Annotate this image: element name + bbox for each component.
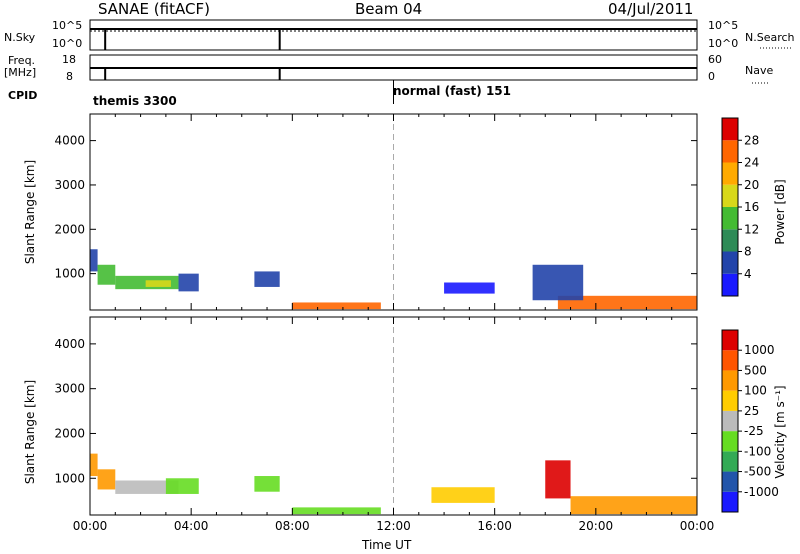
velocity-region-8 [570, 496, 697, 515]
freq-top-tick: 18 [62, 53, 76, 66]
nsearch-top-tick: 10^5 [708, 19, 739, 32]
mode-label-normal: normal (fast) 151 [393, 84, 511, 98]
power-cb-label-4: 20 [744, 178, 759, 192]
cpid-label: CPID [8, 89, 38, 102]
velocity-colorbar-seg-1 [722, 471, 738, 492]
power-colorbar-seg-3 [722, 207, 738, 230]
velocity-region-0 [90, 453, 98, 477]
power-cb-label-3: 16 [744, 200, 759, 214]
power-ytick-label-3: 4000 [54, 134, 85, 148]
beam-title: Beam 04 [355, 0, 423, 18]
mode-label-themis: themis 3300 [93, 94, 177, 108]
power-cb-label-5: 24 [744, 156, 759, 170]
velocity-cb-label-0: 1000 [744, 343, 775, 357]
velocity-colorbar-seg-6 [722, 370, 738, 391]
power-cb-label-6: 28 [744, 133, 759, 147]
velocity-region-1 [97, 469, 116, 490]
power-region-5 [254, 271, 280, 287]
velocity-ytick-label-2: 3000 [54, 382, 85, 396]
power-colorbar-seg-2 [722, 229, 738, 252]
xtick-label-0: 00:00 [73, 519, 108, 533]
freq-bottom-tick: 8 [66, 70, 73, 83]
velocity-colorbar-seg-0 [722, 491, 738, 512]
power-cb-label-0: 4 [744, 267, 752, 281]
station-title: SANAE (fitACF) [98, 0, 210, 18]
nsearch-label: N.Search [745, 31, 795, 44]
power-region-3 [145, 280, 171, 287]
power-region-6 [292, 302, 381, 310]
velocity-ytick-label-1: 2000 [54, 426, 85, 440]
velocity-colorbar-frame [721, 329, 739, 513]
velocity-cb-label-1: 500 [744, 363, 767, 377]
xtick-label-2: 08:00 [275, 519, 310, 533]
freq-label-1: Freq. [8, 54, 36, 67]
power-cb-label-2: 12 [744, 222, 759, 236]
velocity-cb-label-4: -25 [744, 424, 764, 438]
date-title: 04/Jul/2011 [608, 0, 694, 18]
xtick-label-3: 12:00 [376, 519, 411, 533]
nsky-label: N.Sky [4, 31, 36, 44]
power-ytick-label-1: 2000 [54, 222, 85, 236]
power-region-9 [532, 264, 584, 301]
velocity-cb-label-5: -100 [744, 444, 771, 458]
time-xlabel: Time UT [362, 538, 412, 552]
power-region-1 [97, 264, 116, 285]
power-region-0 [90, 249, 98, 272]
velocity-region-7 [545, 460, 571, 499]
xtick-label-6: 00:00 [680, 519, 715, 533]
power-region-7 [444, 282, 495, 294]
velocity-cb-label-7: -1000 [744, 485, 779, 499]
velocity-cb-label-6: -500 [744, 465, 771, 479]
nsky-bottom-tick: 10^0 [52, 37, 83, 50]
velocity-region-2 [115, 480, 179, 494]
velocity-region-3 [165, 478, 199, 494]
velocity-colorbar-seg-3 [722, 431, 738, 452]
velocity-region-6 [431, 487, 495, 503]
power-region-8 [557, 295, 697, 310]
nave-bottom-tick: 0 [708, 70, 715, 83]
nave-top-tick: 60 [708, 53, 722, 66]
velocity-ytick-label-0: 1000 [54, 471, 85, 485]
power-cb-label-1: 8 [744, 245, 752, 259]
power-colorbar-seg-6 [722, 140, 738, 163]
velocity-region-5 [292, 507, 381, 515]
velocity-colorbar-seg-8 [722, 330, 738, 351]
power-colorbar-seg-7 [722, 118, 738, 141]
power-ytick-label-0: 1000 [54, 267, 85, 281]
velocity-cb-label-3: 25 [744, 404, 759, 418]
nsky-strip-frame [89, 19, 698, 51]
power-colorbar-seg-1 [722, 251, 738, 274]
power-colorbar-seg-0 [722, 273, 738, 296]
velocity-colorbar-seg-2 [722, 451, 738, 472]
velocity-ytick-label-3: 4000 [54, 337, 85, 351]
power-ytick-label-2: 3000 [54, 178, 85, 192]
freq-label-2: [MHz] [4, 66, 37, 79]
power-region-4 [178, 273, 199, 292]
nsearch-bottom-tick: 10^0 [708, 37, 739, 50]
power-colorbar-seg-4 [722, 184, 738, 207]
velocity-region-4 [254, 476, 280, 492]
xtick-label-5: 20:00 [579, 519, 614, 533]
velocity-cb-label-2: 100 [744, 384, 767, 398]
nave-label: Nave [745, 64, 774, 77]
xtick-label-1: 04:00 [174, 519, 209, 533]
velocity-colorbar-seg-4 [722, 410, 738, 432]
power-colorbar-seg-5 [722, 162, 738, 185]
velocity-colorbar-seg-7 [722, 350, 738, 371]
xtick-label-4: 16:00 [477, 519, 512, 533]
nsky-top-tick: 10^5 [52, 19, 83, 32]
velocity-colorbar-seg-5 [722, 390, 738, 411]
